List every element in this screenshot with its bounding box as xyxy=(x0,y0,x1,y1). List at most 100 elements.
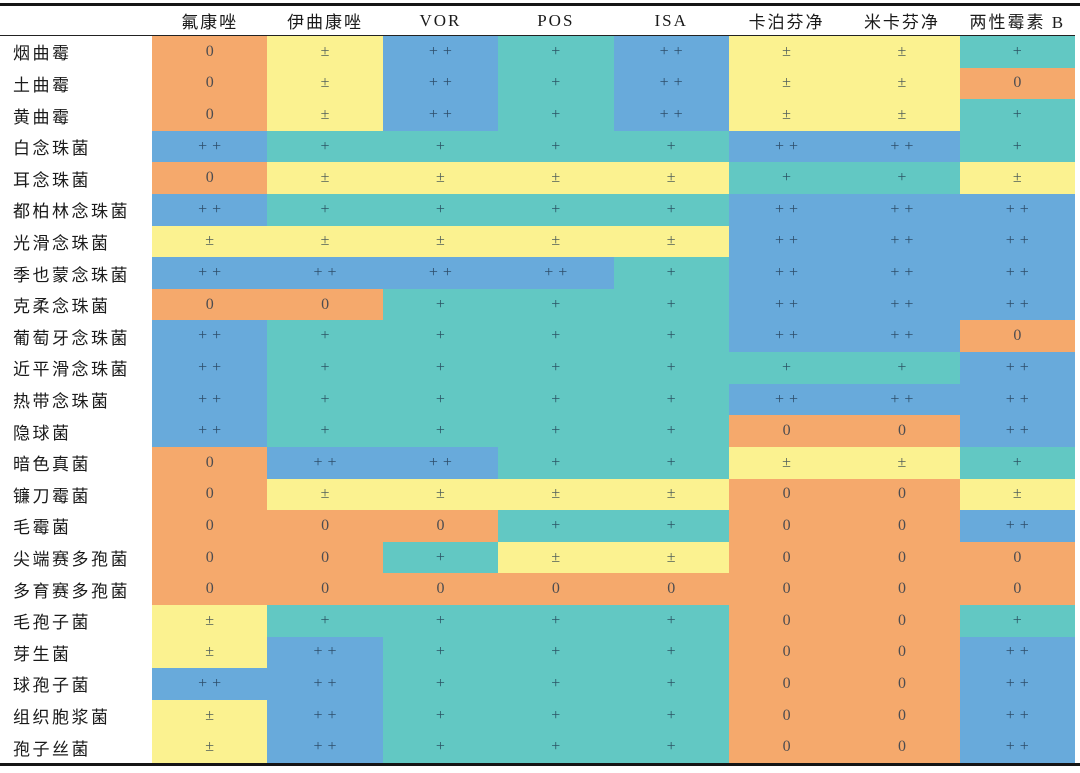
cell-value: ++ xyxy=(1005,516,1034,534)
cell-value: ± xyxy=(320,42,330,60)
table-cell: ++ xyxy=(959,668,1075,700)
cell-value: ++ xyxy=(544,264,573,282)
table-cell: + xyxy=(498,194,614,226)
table-cell: ++ xyxy=(959,288,1075,321)
cell-value: 0 xyxy=(205,548,214,566)
cell-value: 0 xyxy=(667,580,676,598)
cell-value: ++ xyxy=(313,453,342,471)
cell-value: + xyxy=(435,738,445,756)
table-cell: + xyxy=(613,194,729,226)
cell-value: + xyxy=(666,706,676,724)
table-cell: 0 xyxy=(728,636,845,669)
table-row: 近平滑念珠菌 ++ + + + + + + ++ xyxy=(0,352,1075,384)
table-cell: + xyxy=(613,257,729,289)
table-header-row: 氟康唑 伊曲康唑 VOR POS ISA 卡泊芬净 米卡芬净 两性霉素 B xyxy=(0,6,1075,36)
row-label: 葡萄牙念珠菌 xyxy=(0,320,152,353)
cell-value: ++ xyxy=(313,674,342,692)
cell-value: + xyxy=(897,358,907,376)
table-cell: 0 xyxy=(728,573,845,605)
table-cell: 0 xyxy=(152,36,268,68)
cell-value: ± xyxy=(782,106,791,124)
cell-value: 0 xyxy=(897,422,906,440)
cell-value: 0 xyxy=(782,706,791,724)
table-cell: ++ xyxy=(844,320,960,353)
table-cell: ± xyxy=(844,36,960,68)
table-cell: ++ xyxy=(959,699,1075,732)
table-cell: ± xyxy=(267,225,383,258)
cell-value: ± xyxy=(320,106,330,124)
table-cell: 0 xyxy=(844,541,960,574)
table-cell: 0 xyxy=(152,67,268,100)
row-label: 都柏林念珠菌 xyxy=(0,194,152,226)
table-cell: ++ xyxy=(267,668,383,700)
cell-value: 0 xyxy=(782,611,791,629)
table-cell: + xyxy=(498,510,614,542)
table-cell: + xyxy=(498,604,614,637)
cell-value: + xyxy=(551,295,561,313)
cell-value: ± xyxy=(205,738,215,756)
cell-value: ++ xyxy=(775,264,804,282)
cell-value: + xyxy=(551,74,561,92)
table-cell: ++ xyxy=(613,99,729,131)
row-label: 尖端赛多孢菌 xyxy=(0,541,152,574)
cell-value: ± xyxy=(436,232,445,250)
cell-value: ++ xyxy=(775,295,804,313)
table-cell: + xyxy=(267,320,383,353)
cell-value: + xyxy=(435,674,445,692)
cell-value: ± xyxy=(320,485,330,503)
table-cell: ++ xyxy=(152,668,268,700)
cell-value: + xyxy=(551,42,561,60)
cell-value: + xyxy=(1012,42,1022,60)
table-row: 白念珠菌 ++ + + + + ++ ++ + xyxy=(0,130,1075,163)
table-cell: + xyxy=(613,288,729,321)
cell-value: ± xyxy=(436,169,445,187)
table-cell: ± xyxy=(613,225,729,258)
cell-value: 0 xyxy=(205,74,214,92)
cell-value: ++ xyxy=(1005,200,1034,218)
table-cell: ++ xyxy=(152,130,268,163)
cell-value: ++ xyxy=(313,643,342,661)
cell-value: + xyxy=(435,548,445,566)
table-cell: + xyxy=(613,352,729,384)
table-cell: 0 xyxy=(152,162,268,195)
table-cell: + xyxy=(382,288,499,321)
cell-value: ++ xyxy=(890,137,919,155)
table-cell: ± xyxy=(152,699,268,732)
table-cell: ++ xyxy=(152,415,268,447)
cell-value: ++ xyxy=(1005,390,1034,408)
row-label: 近平滑念珠菌 xyxy=(0,352,152,384)
table-cell: + xyxy=(382,194,499,226)
table-cell: ++ xyxy=(959,415,1075,447)
column-header-6: 卡泊芬净 xyxy=(748,13,825,32)
cell-value: ++ xyxy=(428,106,457,124)
column-header-7: 米卡芬净 xyxy=(863,13,940,32)
table-row: 暗色真菌 0 ++ ++ + + ± ± + xyxy=(0,446,1075,479)
table-cell: ++ xyxy=(959,257,1075,289)
table-cell: + xyxy=(498,36,614,68)
table-cell: + xyxy=(498,288,614,321)
table-cell: + xyxy=(498,320,614,353)
table-body: 烟曲霉 0 ± ++ + ++ ± ± + 土曲霉 0 ± ++ + ++ ± ±0 黄曲霉 0 ± ++ + ++ ± ± + 白… xyxy=(0,36,1075,764)
cell-value: 0 xyxy=(205,42,214,60)
cell-value: ± xyxy=(782,74,791,92)
cell-value: 0 xyxy=(897,706,906,724)
table-cell: + xyxy=(613,731,729,764)
cell-value: 0 xyxy=(551,580,560,598)
table-row: 烟曲霉 0 ± ++ + ++ ± ± + xyxy=(0,36,1075,68)
cell-value: + xyxy=(666,738,676,756)
table-cell: 0 xyxy=(844,415,960,447)
table-cell: + xyxy=(613,130,729,163)
cell-value: ++ xyxy=(198,422,227,440)
cell-value: ++ xyxy=(198,390,227,408)
cell-value: ++ xyxy=(775,200,804,218)
cell-value: + xyxy=(551,453,561,471)
table-cell: ± xyxy=(382,225,499,258)
table-cell: + xyxy=(267,604,383,637)
cell-value: ++ xyxy=(659,42,688,60)
cell-value: ± xyxy=(897,42,907,60)
cell-value: ± xyxy=(897,453,907,471)
cell-value: ++ xyxy=(198,674,227,692)
table-cell: ± xyxy=(267,99,383,131)
table-cell: ± xyxy=(152,225,268,258)
cell-value: 0 xyxy=(897,548,906,566)
